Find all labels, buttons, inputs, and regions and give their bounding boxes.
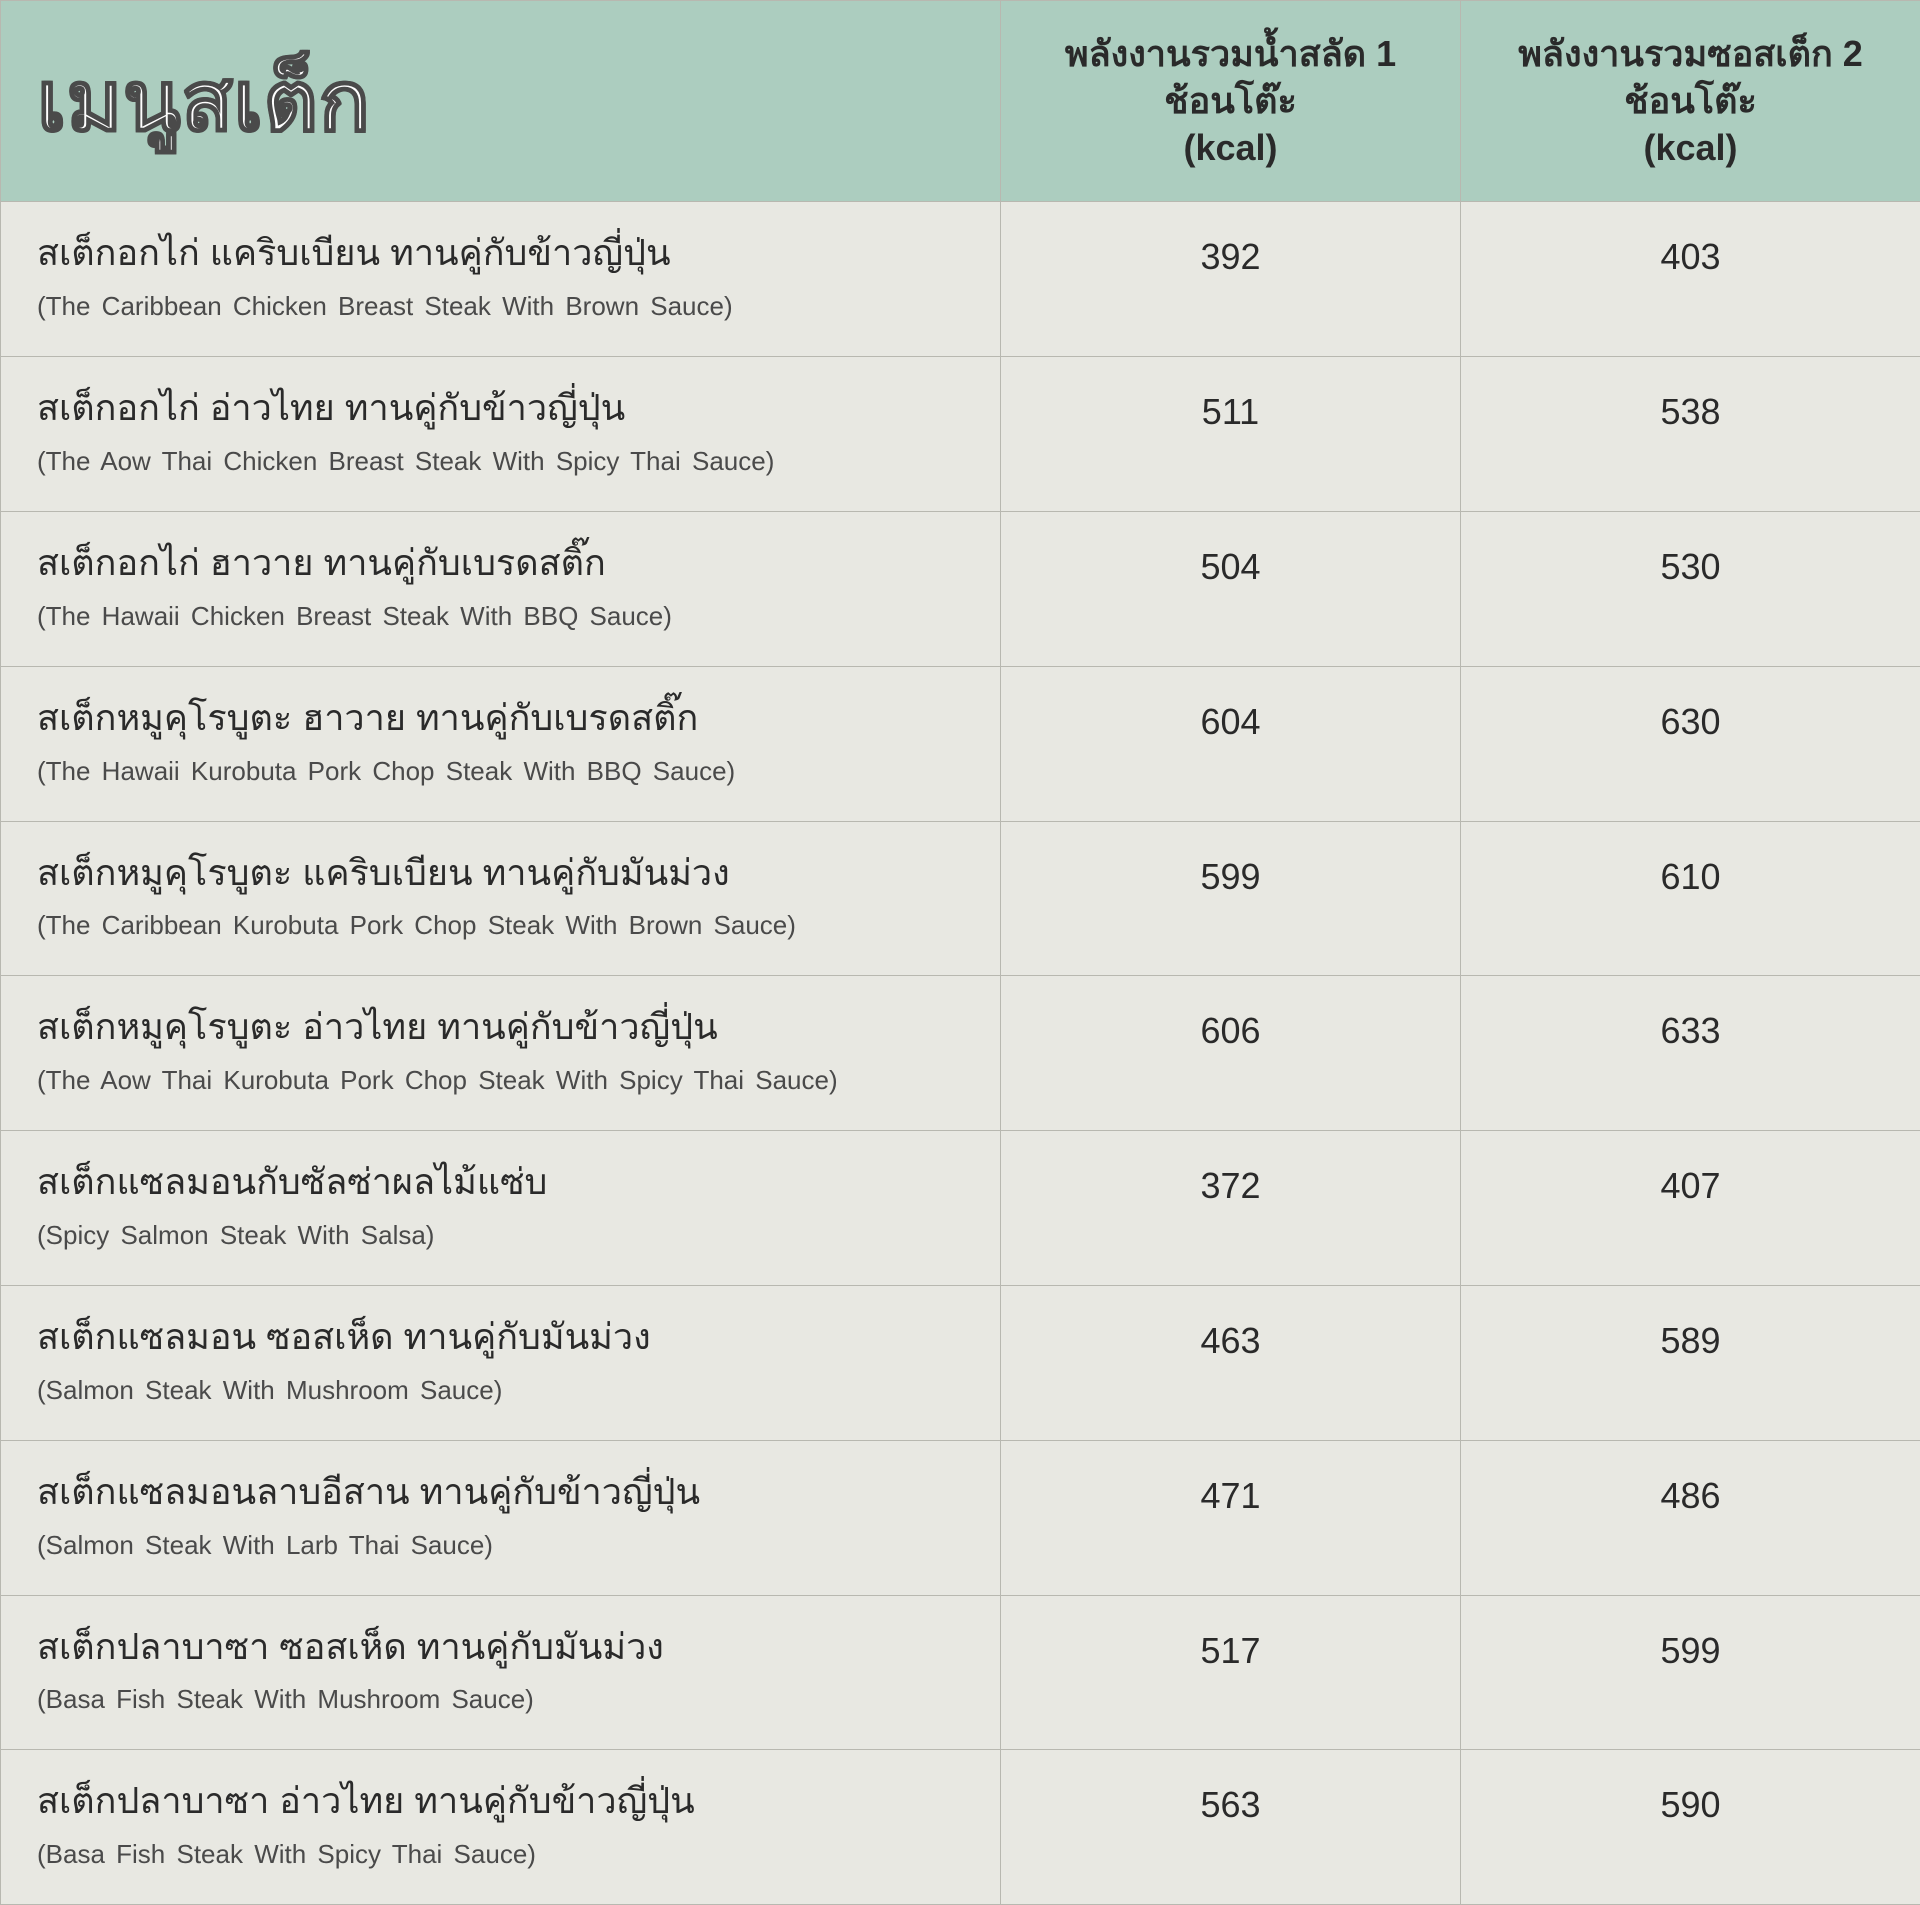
kcal-salad-value: 372 bbox=[1001, 1131, 1461, 1286]
table-row: สเต็กอกไก่ อ่าวไทย ทานคู่กับข้าวญี่ปุ่น (… bbox=[1, 357, 1920, 512]
column-header-salad-line2: (kcal) bbox=[1025, 125, 1436, 172]
kcal-salad-value: 606 bbox=[1001, 976, 1461, 1131]
kcal-sauce-value: 403 bbox=[1461, 202, 1920, 357]
kcal-sauce-value: 538 bbox=[1461, 357, 1920, 512]
menu-item-name-en: (Salmon Steak With Larb Thai Sauce) bbox=[37, 1530, 964, 1561]
kcal-salad-value: 511 bbox=[1001, 357, 1461, 512]
table-row: สเต็กหมูคุโรบูตะ ฮาวาย ทานคู่กับเบรดสติ๊… bbox=[1, 666, 1920, 821]
column-header-sauce-line2: (kcal) bbox=[1485, 125, 1896, 172]
menu-item-cell: สเต็กแซลมอนกับซัลซ่าผลไม้แซ่บ (Spicy Salm… bbox=[1, 1131, 1001, 1286]
table-row: สเต็กแซลมอนลาบอีสาน ทานคู่กับข้าวญี่ปุ่น… bbox=[1, 1440, 1920, 1595]
menu-item-name-en: (Basa Fish Steak With Mushroom Sauce) bbox=[37, 1684, 964, 1715]
kcal-salad-value: 517 bbox=[1001, 1595, 1461, 1750]
table-row: สเต็กอกไก่ แคริบเบียน ทานคู่กับข้าวญี่ปุ… bbox=[1, 202, 1920, 357]
kcal-salad-value: 604 bbox=[1001, 666, 1461, 821]
table-row: สเต็กแซลมอน ซอสเห็ด ทานคู่กับมันม่วง (Sal… bbox=[1, 1285, 1920, 1440]
menu-item-cell: สเต็กปลาบาซา ซอสเห็ด ทานคู่กับมันม่วง (Ba… bbox=[1, 1595, 1001, 1750]
kcal-sauce-value: 589 bbox=[1461, 1285, 1920, 1440]
menu-item-name-th: สเต็กอกไก่ แคริบเบียน ทานคู่กับข้าวญี่ปุ… bbox=[37, 230, 964, 277]
menu-item-cell: สเต็กหมูคุโรบูตะ อ่าวไทย ทานคู่กับข้าวญี… bbox=[1, 976, 1001, 1131]
menu-item-name-th: สเต็กหมูคุโรบูตะ อ่าวไทย ทานคู่กับข้าวญี… bbox=[37, 1004, 964, 1051]
steak-menu-table: เมนูสเต็ก พลังงานรวมน้ำสลัด 1 ช้อนโต๊ะ (… bbox=[0, 0, 1920, 1905]
kcal-sauce-value: 486 bbox=[1461, 1440, 1920, 1595]
column-header-salad-line1: พลังงานรวมน้ำสลัด 1 ช้อนโต๊ะ bbox=[1025, 31, 1436, 125]
menu-item-cell: สเต็กอกไก่ ฮาวาย ทานคู่กับเบรดสติ๊ก (The … bbox=[1, 511, 1001, 666]
header-row: เมนูสเต็ก พลังงานรวมน้ำสลัด 1 ช้อนโต๊ะ (… bbox=[1, 1, 1920, 202]
menu-item-name-en: (Salmon Steak With Mushroom Sauce) bbox=[37, 1375, 964, 1406]
menu-item-name-th: สเต็กหมูคุโรบูตะ แคริบเบียน ทานคู่กับมัน… bbox=[37, 850, 964, 897]
table-row: สเต็กแซลมอนกับซัลซ่าผลไม้แซ่บ (Spicy Salm… bbox=[1, 1131, 1920, 1286]
menu-item-name-en: (Spicy Salmon Steak With Salsa) bbox=[37, 1220, 964, 1251]
table-row: สเต็กหมูคุโรบูตะ แคริบเบียน ทานคู่กับมัน… bbox=[1, 821, 1920, 976]
menu-item-cell: สเต็กปลาบาซา อ่าวไทย ทานคู่กับข้าวญี่ปุ่… bbox=[1, 1750, 1001, 1905]
kcal-sauce-value: 610 bbox=[1461, 821, 1920, 976]
menu-item-name-en: (Basa Fish Steak With Spicy Thai Sauce) bbox=[37, 1839, 964, 1870]
kcal-sauce-value: 407 bbox=[1461, 1131, 1920, 1286]
column-header-salad: พลังงานรวมน้ำสลัด 1 ช้อนโต๊ะ (kcal) bbox=[1001, 1, 1461, 202]
menu-item-cell: สเต็กหมูคุโรบูตะ ฮาวาย ทานคู่กับเบรดสติ๊… bbox=[1, 666, 1001, 821]
kcal-sauce-value: 530 bbox=[1461, 511, 1920, 666]
menu-item-name-th: สเต็กปลาบาซา อ่าวไทย ทานคู่กับข้าวญี่ปุ่… bbox=[37, 1778, 964, 1825]
menu-item-name-en: (The Caribbean Kurobuta Pork Chop Steak … bbox=[37, 910, 964, 941]
kcal-sauce-value: 599 bbox=[1461, 1595, 1920, 1750]
menu-item-cell: สเต็กแซลมอน ซอสเห็ด ทานคู่กับมันม่วง (Sal… bbox=[1, 1285, 1001, 1440]
menu-item-cell: สเต็กแซลมอนลาบอีสาน ทานคู่กับข้าวญี่ปุ่น… bbox=[1, 1440, 1001, 1595]
menu-item-name-en: (The Hawaii Chicken Breast Steak With BB… bbox=[37, 601, 964, 632]
menu-item-name-th: สเต็กแซลมอนกับซัลซ่าผลไม้แซ่บ bbox=[37, 1159, 964, 1206]
menu-item-cell: สเต็กอกไก่ แคริบเบียน ทานคู่กับข้าวญี่ปุ… bbox=[1, 202, 1001, 357]
menu-item-name-th: สเต็กแซลมอน ซอสเห็ด ทานคู่กับมันม่วง bbox=[37, 1314, 964, 1361]
kcal-salad-value: 599 bbox=[1001, 821, 1461, 976]
kcal-salad-value: 563 bbox=[1001, 1750, 1461, 1905]
kcal-salad-value: 471 bbox=[1001, 1440, 1461, 1595]
menu-item-name-th: สเต็กหมูคุโรบูตะ ฮาวาย ทานคู่กับเบรดสติ๊… bbox=[37, 695, 964, 742]
kcal-sauce-value: 633 bbox=[1461, 976, 1920, 1131]
menu-item-name-en: (The Aow Thai Kurobuta Pork Chop Steak W… bbox=[37, 1065, 964, 1096]
menu-title-cell: เมนูสเต็ก bbox=[1, 1, 1001, 202]
table-row: สเต็กอกไก่ ฮาวาย ทานคู่กับเบรดสติ๊ก (The … bbox=[1, 511, 1920, 666]
kcal-salad-value: 392 bbox=[1001, 202, 1461, 357]
kcal-salad-value: 504 bbox=[1001, 511, 1461, 666]
menu-item-name-en: (The Aow Thai Chicken Breast Steak With … bbox=[37, 446, 964, 477]
menu-item-name-en: (The Hawaii Kurobuta Pork Chop Steak Wit… bbox=[37, 756, 964, 787]
menu-item-name-th: สเต็กปลาบาซา ซอสเห็ด ทานคู่กับมันม่วง bbox=[37, 1624, 964, 1671]
table-row: สเต็กปลาบาซา ซอสเห็ด ทานคู่กับมันม่วง (Ba… bbox=[1, 1595, 1920, 1750]
menu-item-name-th: สเต็กแซลมอนลาบอีสาน ทานคู่กับข้าวญี่ปุ่น bbox=[37, 1469, 964, 1516]
column-header-sauce-line1: พลังงานรวมซอสเต็ก 2 ช้อนโต๊ะ bbox=[1485, 31, 1896, 125]
table-row: สเต็กปลาบาซา อ่าวไทย ทานคู่กับข้าวญี่ปุ่… bbox=[1, 1750, 1920, 1905]
kcal-sauce-value: 630 bbox=[1461, 666, 1920, 821]
menu-title: เมนูสเต็ก bbox=[37, 54, 371, 148]
kcal-sauce-value: 590 bbox=[1461, 1750, 1920, 1905]
column-header-sauce: พลังงานรวมซอสเต็ก 2 ช้อนโต๊ะ (kcal) bbox=[1461, 1, 1920, 202]
table-row: สเต็กหมูคุโรบูตะ อ่าวไทย ทานคู่กับข้าวญี… bbox=[1, 976, 1920, 1131]
menu-item-cell: สเต็กหมูคุโรบูตะ แคริบเบียน ทานคู่กับมัน… bbox=[1, 821, 1001, 976]
kcal-salad-value: 463 bbox=[1001, 1285, 1461, 1440]
menu-item-name-th: สเต็กอกไก่ อ่าวไทย ทานคู่กับข้าวญี่ปุ่น bbox=[37, 385, 964, 432]
menu-item-cell: สเต็กอกไก่ อ่าวไทย ทานคู่กับข้าวญี่ปุ่น (… bbox=[1, 357, 1001, 512]
menu-item-name-th: สเต็กอกไก่ ฮาวาย ทานคู่กับเบรดสติ๊ก bbox=[37, 540, 964, 587]
menu-item-name-en: (The Caribbean Chicken Breast Steak With… bbox=[37, 291, 964, 322]
